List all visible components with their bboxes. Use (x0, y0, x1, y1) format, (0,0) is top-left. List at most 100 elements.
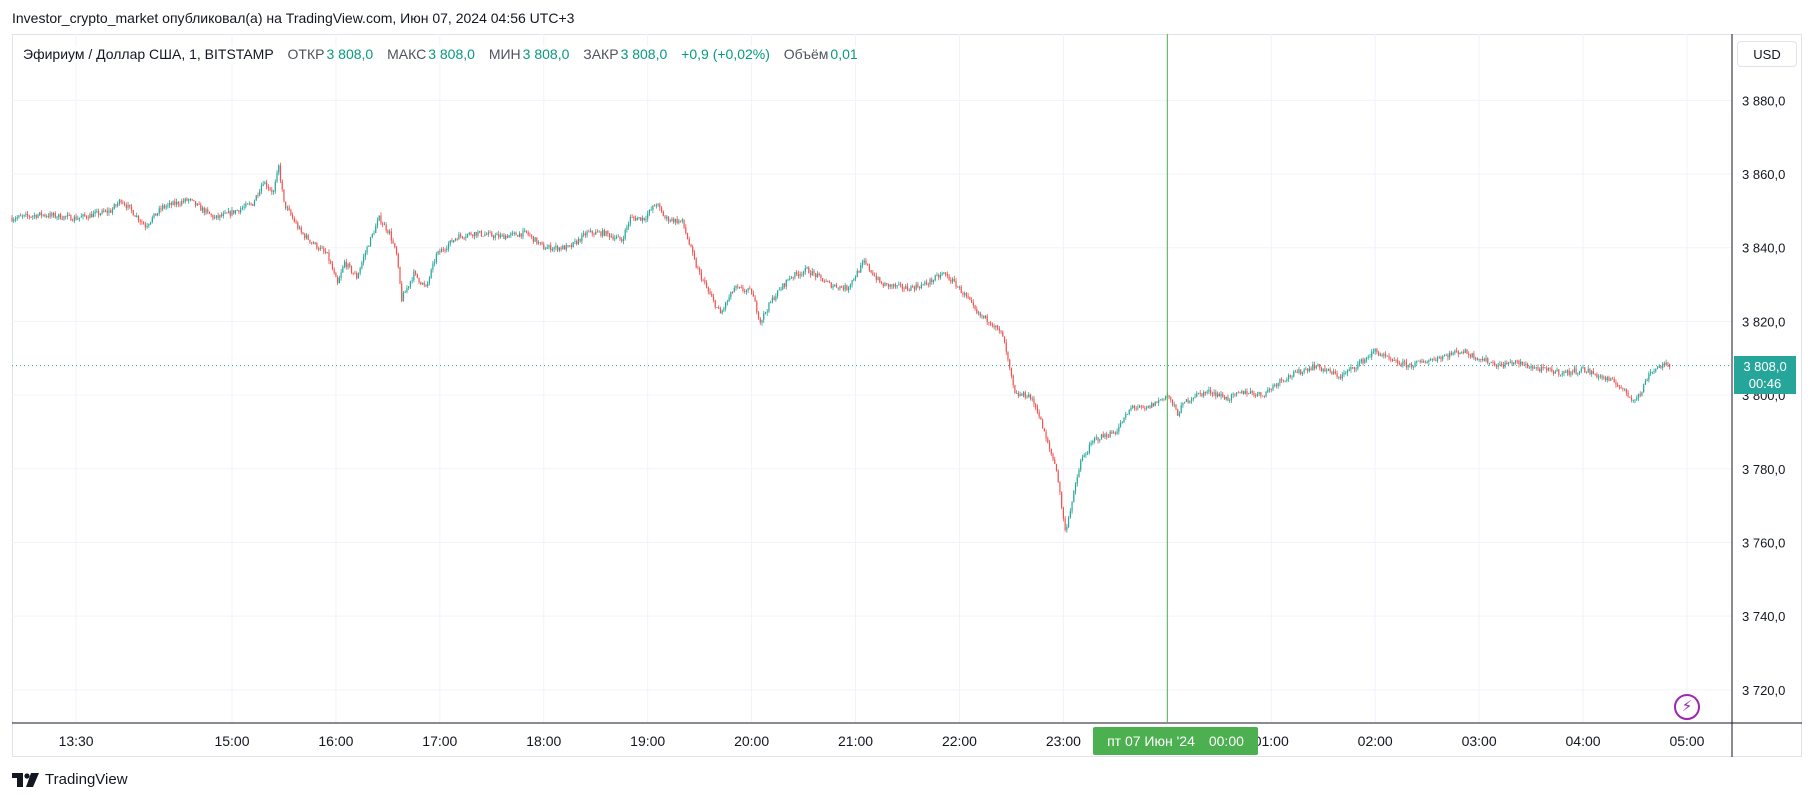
candle-body (1326, 370, 1328, 372)
candle-body (692, 246, 694, 253)
candle (1123, 417, 1125, 423)
candle-body (1338, 376, 1340, 378)
candle-body (20, 215, 22, 217)
candle-body (1649, 372, 1652, 374)
candle-body (1469, 355, 1472, 358)
candle-body (1414, 362, 1416, 367)
candle (1488, 362, 1491, 366)
candle (1038, 409, 1040, 419)
candle-body (964, 293, 966, 295)
candle-body (645, 218, 647, 220)
candle (600, 230, 602, 238)
candle-body (1128, 410, 1130, 414)
candle-body (1119, 422, 1122, 427)
candle (799, 271, 801, 280)
candle (725, 301, 727, 312)
candle (1644, 378, 1646, 386)
candle-body (1066, 526, 1068, 531)
candle (1270, 388, 1272, 393)
candle-body (1081, 457, 1084, 461)
x-tick-label: 04:00 (1566, 733, 1601, 749)
candle (875, 272, 877, 283)
candle (118, 198, 120, 206)
candle (416, 273, 418, 279)
candle (1334, 369, 1336, 375)
candle (1010, 367, 1013, 379)
candle (1649, 368, 1652, 376)
candle (472, 234, 474, 239)
candle-body (1208, 389, 1210, 392)
candle-body (186, 198, 188, 201)
candle-body (1279, 378, 1281, 384)
candle-body (1480, 358, 1482, 360)
candle (35, 214, 37, 220)
candle (728, 294, 730, 302)
candle (63, 215, 65, 221)
candle-body (1116, 431, 1118, 434)
candle-body (962, 292, 964, 295)
candle (1327, 368, 1330, 372)
candle-body (1601, 375, 1603, 379)
candle (782, 283, 784, 291)
candle (411, 276, 413, 284)
candle (298, 225, 301, 230)
candle (184, 197, 186, 204)
tradingview-brand[interactable]: TradingView (12, 771, 128, 788)
candle (1149, 404, 1151, 410)
candle (1641, 391, 1643, 397)
candle-body (1475, 358, 1477, 359)
candle (572, 241, 574, 248)
candle-body (1298, 369, 1300, 373)
candle (1173, 401, 1175, 408)
candle-body (525, 230, 528, 233)
candle-body (317, 248, 320, 250)
candle (1261, 395, 1264, 397)
candle (1355, 366, 1357, 373)
candle (1438, 355, 1440, 359)
candle (1374, 348, 1376, 355)
candle (122, 200, 124, 205)
candle (1381, 353, 1383, 358)
currency-button[interactable]: USD (1737, 41, 1797, 67)
symbol-label[interactable]: Эфириум / Доллар США, 1, BITSTAMP (23, 46, 274, 62)
lightning-icon[interactable]: ⚡ (1674, 694, 1700, 720)
candle (1343, 369, 1345, 377)
candle-body (749, 288, 751, 290)
candle-body (889, 284, 891, 287)
candle (1088, 441, 1090, 455)
candle (1268, 387, 1271, 393)
candle-body (42, 214, 44, 216)
candle-body (1528, 367, 1530, 369)
candle (1329, 367, 1331, 374)
candle (234, 210, 237, 215)
candle (529, 232, 531, 238)
candle (1404, 359, 1406, 365)
candle (510, 231, 512, 238)
candle-body (99, 213, 101, 215)
candle-body (1248, 393, 1250, 395)
candle-body (1552, 371, 1555, 374)
candle-body (468, 232, 470, 235)
candle-body (938, 275, 940, 278)
candle-body (1381, 354, 1383, 356)
candle-body (880, 282, 883, 284)
candle-body (1054, 459, 1056, 465)
candle (1208, 386, 1210, 394)
candle (1234, 393, 1236, 398)
candle (1476, 357, 1478, 361)
candle-body (919, 287, 921, 289)
candle (1287, 373, 1290, 382)
candle-body (1632, 400, 1634, 401)
candle-body (532, 236, 534, 242)
candle-body (1544, 367, 1546, 369)
candle-body (901, 284, 903, 289)
candle-body (1490, 362, 1492, 364)
candle-body (1042, 419, 1044, 429)
brand-name: TradingView (45, 771, 128, 788)
candle (1012, 374, 1014, 389)
candle (1294, 369, 1297, 373)
candle-body (1137, 407, 1139, 409)
candle (143, 220, 145, 225)
candle-body (752, 293, 754, 297)
